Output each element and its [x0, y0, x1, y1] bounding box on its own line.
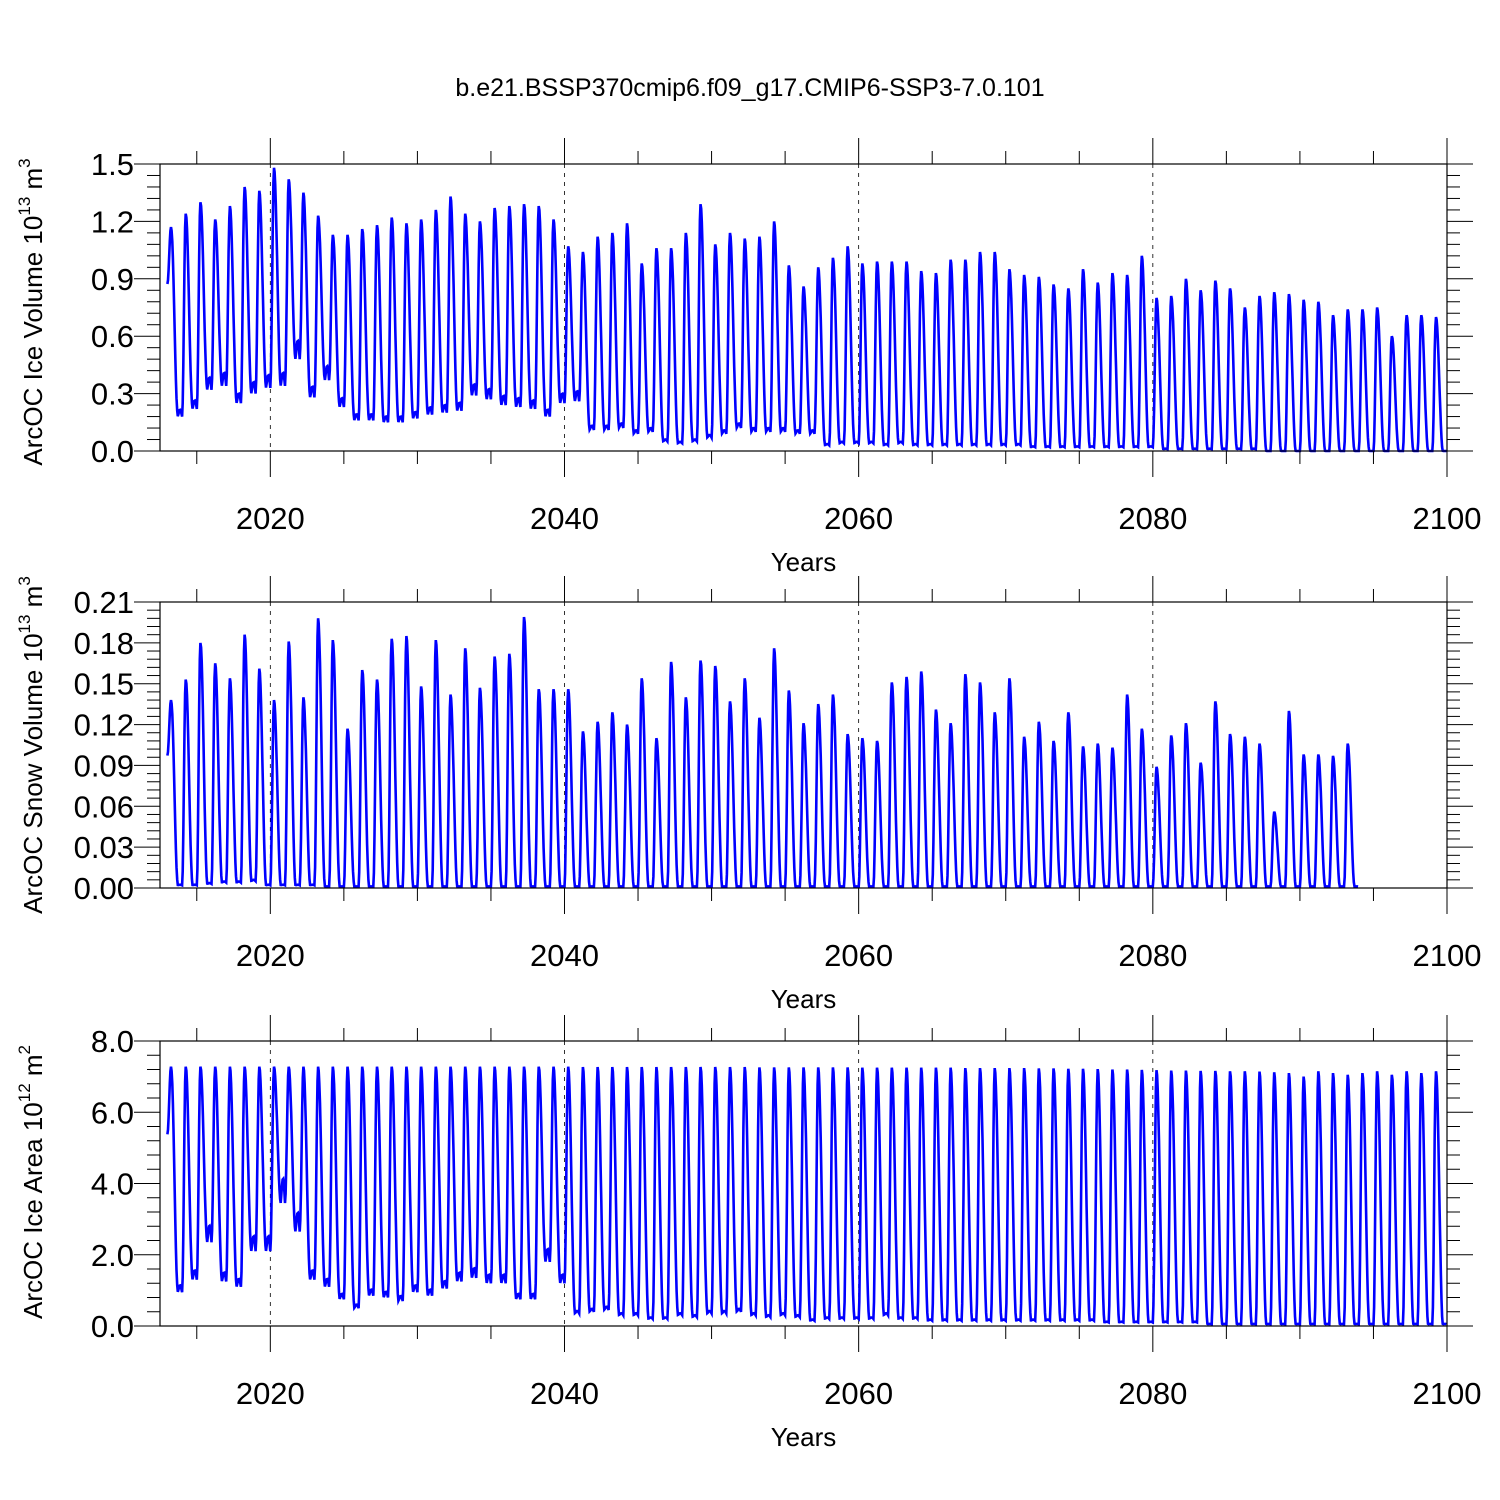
- y-axis-label-exponent: 12: [15, 1083, 34, 1102]
- x-tick-label: 2040: [530, 1376, 599, 1411]
- ice-volume-panel: 0.0 0.3 0.6 0.9 1.2 1.5 2020 2040 2060 2080 2100 Ye…: [15, 138, 1481, 577]
- y-axis-label-unit-exponent: 3: [15, 576, 34, 585]
- ice-area-panel: 0.0 2.0 4.0 6.0 8.0 2020 2040 2060 2080 2100 Years…: [15, 1015, 1481, 1452]
- plot-frame: [159, 163, 1448, 452]
- y-tick-label: 0.21: [74, 585, 134, 620]
- y-axis-label: ArcOC Snow Volume 1013 m3: [15, 576, 48, 914]
- y-tick-label: 0.12: [74, 708, 134, 743]
- x-tick-label: 2060: [824, 501, 893, 536]
- y-axis-label-unit: m: [18, 586, 48, 615]
- y-tick-label: 0.18: [74, 626, 134, 661]
- y-tick-label: 0.0: [91, 1309, 134, 1344]
- y-tick-label: 0.00: [74, 871, 134, 906]
- y-tick-label: 2.0: [91, 1238, 134, 1273]
- x-tick-label: 2100: [1413, 938, 1482, 973]
- y-tick-label: 6.0: [91, 1095, 134, 1130]
- x-tick-label: 2060: [824, 938, 893, 973]
- y-axis-label-exponent: 13: [15, 197, 34, 216]
- y-tick-label: 4.0: [91, 1167, 134, 1202]
- x-tick-label: 2020: [236, 501, 305, 536]
- x-tick-label: 2100: [1413, 1376, 1482, 1411]
- y-tick-label: 8.0: [91, 1024, 134, 1059]
- snow-volume-panel: 0.00 0.03 0.06 0.09 0.12 0.15 0.18 0.21 2020 2040…: [15, 576, 1481, 1014]
- y-tick-label: 1.2: [91, 204, 134, 239]
- x-axis-label: Years: [771, 1422, 837, 1452]
- chart-title: b.e21.BSSP370cmip6.f09_g17.CMIP6-SSP3-7.…: [455, 74, 1044, 102]
- x-tick-label: 2040: [530, 501, 599, 536]
- y-axis-label-unit: m: [18, 168, 48, 197]
- y-axis-label: ArcOC Ice Volume 1013 m3: [15, 158, 48, 465]
- y-axis-label-exponent: 13: [15, 615, 34, 634]
- x-tick-label: 2100: [1413, 501, 1482, 536]
- y-axis-label-unit-exponent: 2: [15, 1045, 34, 1054]
- y-tick-label: 0.06: [74, 789, 134, 824]
- y-tick-label: 0.9: [91, 262, 134, 297]
- y-tick-label: 0.6: [91, 319, 134, 354]
- x-axis-label: Years: [771, 984, 837, 1014]
- plot-frame: [159, 601, 1448, 889]
- y-axis-label: ArcOC Ice Area 1012 m2: [15, 1045, 48, 1319]
- series-line: [166, 1066, 1447, 1326]
- y-axis-label-text: ArcOC Ice Volume 10: [18, 216, 48, 466]
- x-tick-label: 2060: [824, 1376, 893, 1411]
- series-line: [166, 616, 1359, 889]
- y-tick-label: 0.09: [74, 748, 134, 783]
- y-tick-label: 0.15: [74, 667, 134, 702]
- x-tick-label: 2080: [1118, 501, 1187, 536]
- x-tick-label: 2080: [1118, 1376, 1187, 1411]
- y-axis-label-text: ArcOC Ice Area 10: [18, 1102, 48, 1319]
- y-tick-label: 1.5: [91, 147, 134, 182]
- y-tick-label: 0.0: [91, 434, 134, 469]
- y-tick-label: 0.3: [91, 377, 134, 412]
- x-tick-label: 2020: [236, 1376, 305, 1411]
- x-axis-label: Years: [771, 547, 837, 577]
- x-tick-label: 2020: [236, 938, 305, 973]
- y-axis-label-unit-exponent: 3: [15, 158, 34, 167]
- y-axis-label-unit: m: [18, 1054, 48, 1083]
- y-axis-label-text: ArcOC Snow Volume 10: [18, 633, 48, 913]
- x-tick-label: 2080: [1118, 938, 1187, 973]
- series-line: [166, 167, 1447, 453]
- x-tick-label: 2040: [530, 938, 599, 973]
- y-tick-label: 0.03: [74, 830, 134, 865]
